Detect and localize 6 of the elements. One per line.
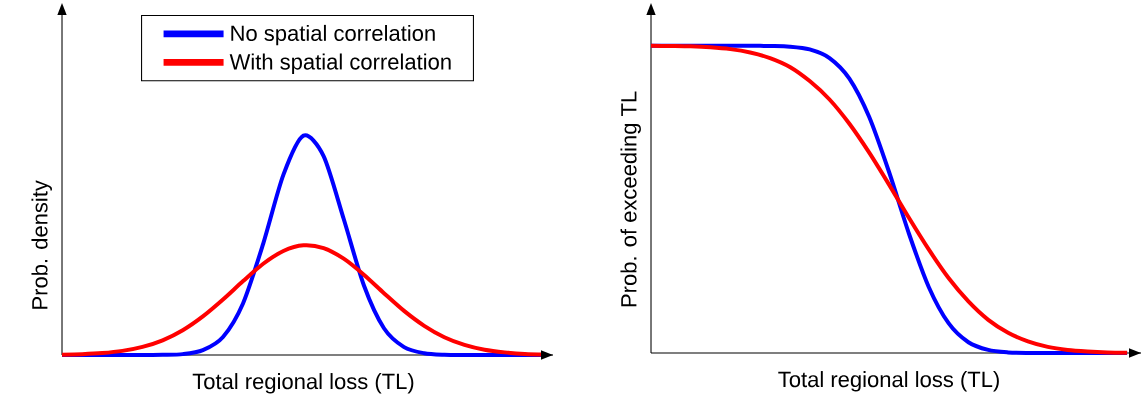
y-axis-title: Prob. of exceeding TL <box>620 91 641 307</box>
x-axis-title: Total regional loss (TL) <box>192 373 414 394</box>
legend-label: With spatial correlation <box>229 53 451 74</box>
y-axis-title: Prob. density <box>31 180 52 309</box>
legend-label: No spatial correlation <box>231 24 435 46</box>
x-axis-title: Total regional loss (TL) <box>778 371 999 392</box>
